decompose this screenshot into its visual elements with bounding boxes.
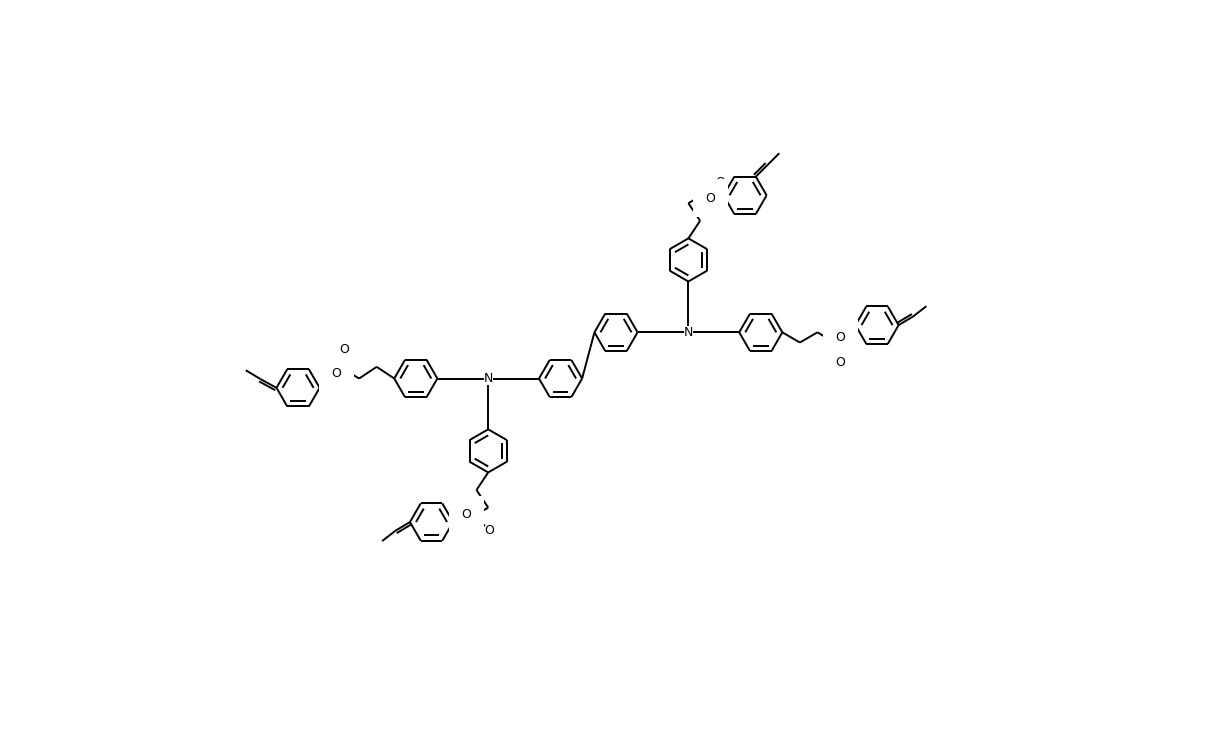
Text: O: O xyxy=(484,524,494,538)
Text: O: O xyxy=(332,367,342,380)
Text: O: O xyxy=(461,509,471,521)
Text: O: O xyxy=(836,331,845,344)
Text: O: O xyxy=(715,176,725,188)
Text: O: O xyxy=(834,356,844,370)
Text: N: N xyxy=(483,372,493,385)
Text: N: N xyxy=(683,326,693,339)
Text: O: O xyxy=(705,191,715,205)
Text: O: O xyxy=(339,343,349,356)
